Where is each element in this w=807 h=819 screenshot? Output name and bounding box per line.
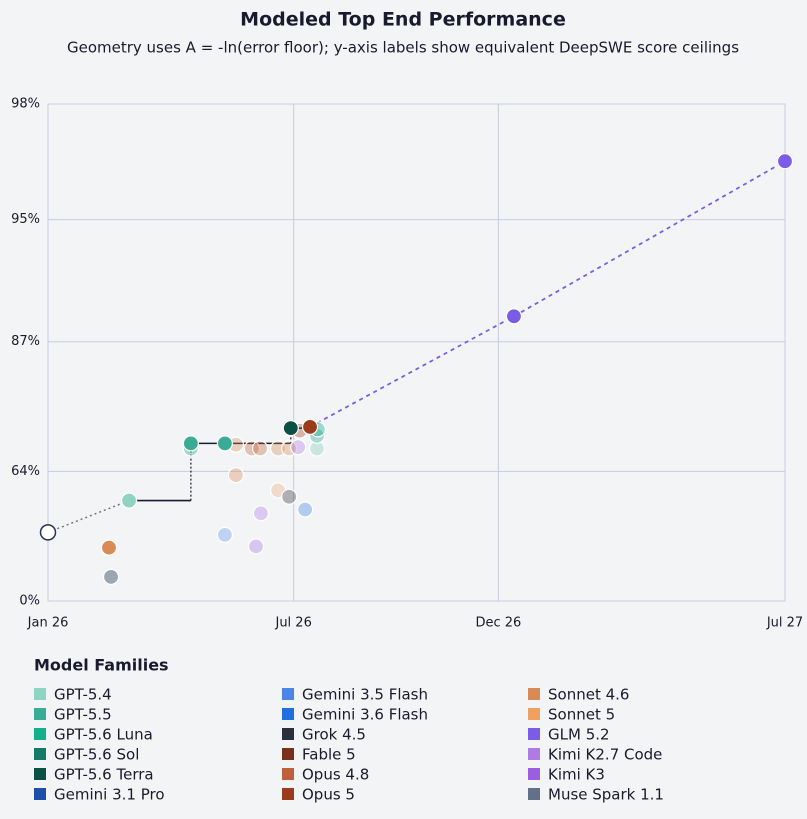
legend-swatch <box>34 788 46 800</box>
frontier-start <box>39 524 57 541</box>
legend-swatch <box>282 708 294 720</box>
legend-swatch <box>34 728 46 740</box>
legend-label: Kimi K2.7 Code <box>548 746 662 764</box>
point <box>120 492 138 509</box>
legend-label: Fable 5 <box>302 746 356 764</box>
point <box>182 435 199 452</box>
point <box>290 439 307 456</box>
legend-label: Sonnet 5 <box>548 706 615 724</box>
legend-swatch <box>528 708 540 720</box>
legend-label: Gemini 3.5 Flash <box>302 686 428 704</box>
legend-label: Grok 4.5 <box>302 726 366 744</box>
point <box>505 308 523 325</box>
legend-label: Sonnet 4.6 <box>548 686 629 704</box>
legend-swatch <box>528 728 540 740</box>
point <box>776 153 794 170</box>
legend-label: GPT-5.6 Sol <box>54 746 139 764</box>
legend-swatch <box>528 788 540 800</box>
legend-label: Opus 5 <box>302 786 355 804</box>
legend-label: Gemini 3.6 Flash <box>302 706 428 724</box>
legend-label: GPT-5.5 <box>54 706 112 724</box>
legend-swatch <box>282 728 294 740</box>
y-tick-label: 0% <box>19 594 40 609</box>
legend-label: GPT-5.4 <box>54 686 112 704</box>
point <box>227 467 245 484</box>
legend-swatch <box>528 768 540 780</box>
chart-subtitle: Geometry uses A = -ln(error floor); y-ax… <box>67 39 739 57</box>
point <box>247 538 265 555</box>
legend-label: Opus 4.8 <box>302 766 369 784</box>
x-tick-label: Dec 26 <box>475 616 521 631</box>
point <box>102 568 120 585</box>
legend-swatch <box>34 708 46 720</box>
legend-swatch <box>528 688 540 700</box>
legend-label: GPT-5.6 Luna <box>54 726 153 744</box>
legend-swatch <box>282 768 294 780</box>
legend-swatch <box>282 788 294 800</box>
point <box>216 526 233 544</box>
y-tick-label: 87% <box>11 334 40 349</box>
point <box>100 539 118 556</box>
point <box>282 420 299 437</box>
point <box>301 418 319 435</box>
point <box>308 440 326 457</box>
legend-swatch <box>34 688 46 700</box>
x-tick-label: Jul 26 <box>274 616 311 631</box>
y-tick-label: 98% <box>11 97 40 112</box>
legend-label: GPT-5.6 Terra <box>54 766 154 784</box>
point <box>252 505 270 522</box>
legend-swatch <box>34 748 46 760</box>
legend-label: Kimi K3 <box>548 766 605 784</box>
legend-label: GLM 5.2 <box>548 726 610 744</box>
legend-swatch <box>34 768 46 780</box>
x-tick-label: Jul 27 <box>766 616 803 631</box>
point <box>270 440 287 457</box>
projection-line <box>309 160 786 428</box>
legend-title: Model Families <box>34 656 169 675</box>
chart-title: Modeled Top End Performance <box>240 9 566 31</box>
y-tick-label: 95% <box>11 212 40 227</box>
legend-swatch <box>282 688 294 700</box>
legend-label: Muse Spark 1.1 <box>548 786 664 804</box>
point <box>281 488 298 505</box>
legend-label: Gemini 3.1 Pro <box>54 786 165 804</box>
x-tick-label: Jan 26 <box>27 616 69 631</box>
legend-swatch <box>282 748 294 760</box>
y-tick-label: 64% <box>11 464 40 479</box>
point <box>243 440 261 457</box>
legend-swatch <box>528 748 540 760</box>
point <box>251 440 269 457</box>
point <box>216 435 233 452</box>
point <box>297 501 314 518</box>
